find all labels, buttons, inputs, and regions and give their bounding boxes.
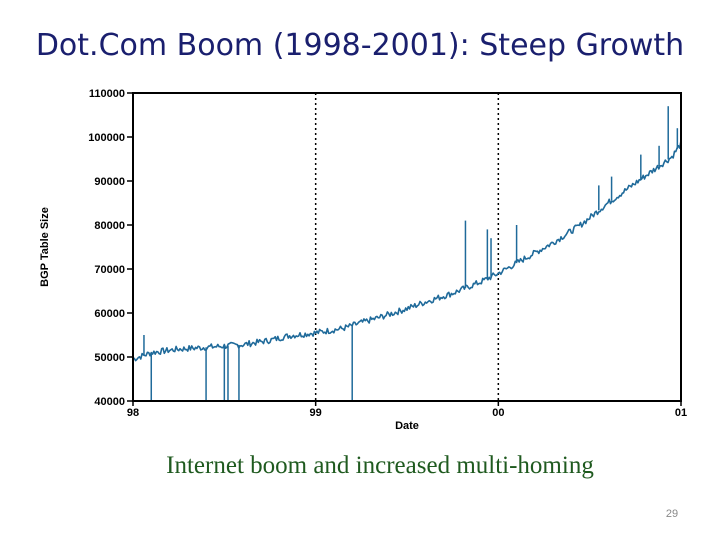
page-number: 29 <box>665 508 679 520</box>
y-tick-label: 100000 <box>88 132 125 144</box>
slide-caption: Internet boom and increased multi-homing <box>166 452 594 479</box>
y-tick-label: 40000 <box>94 396 125 408</box>
x-axis-label: Date <box>395 420 419 432</box>
y-tick-label: 70000 <box>94 264 125 276</box>
y-axis-label: BGP Table Size <box>39 207 51 287</box>
x-tick-label: 01 <box>675 407 687 419</box>
y-tick-label: 50000 <box>94 352 125 364</box>
y-tick-label: 60000 <box>94 308 125 320</box>
slide-title: Dot.Com Boom (1998-2001): Steep Growth <box>35 28 685 63</box>
series-layer <box>132 106 682 401</box>
series-line <box>132 140 682 362</box>
y-tick-label: 80000 <box>94 220 125 232</box>
x-tick-label: 99 <box>310 407 322 419</box>
grid-layer <box>314 93 500 401</box>
y-tick-label: 110000 <box>89 88 125 100</box>
y-tick-label: 90000 <box>94 176 125 188</box>
x-tick-label: 98 <box>127 407 139 419</box>
tick-layer: 98 99 00 01 40000 50000 60000 70000 80000 90000 10… <box>88 88 687 419</box>
plot-frame <box>132 92 682 402</box>
x-tick-label: 00 <box>492 407 504 419</box>
